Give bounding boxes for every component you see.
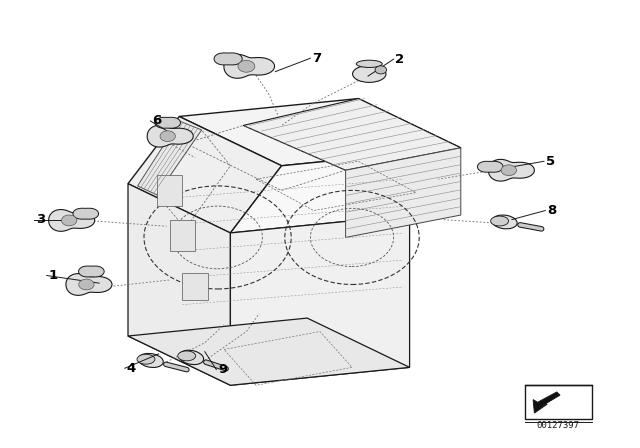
Polygon shape xyxy=(128,318,410,385)
Ellipse shape xyxy=(492,215,517,229)
Polygon shape xyxy=(79,266,104,277)
Ellipse shape xyxy=(137,354,155,364)
Polygon shape xyxy=(138,121,202,195)
Polygon shape xyxy=(73,208,99,219)
Polygon shape xyxy=(230,215,410,385)
Text: 4: 4 xyxy=(127,362,136,375)
Text: 3: 3 xyxy=(36,213,45,226)
Circle shape xyxy=(79,279,94,290)
Polygon shape xyxy=(477,161,503,172)
Bar xyxy=(157,175,182,206)
Polygon shape xyxy=(128,184,230,385)
Polygon shape xyxy=(488,159,534,181)
Polygon shape xyxy=(230,148,461,233)
Circle shape xyxy=(375,66,387,74)
Text: 8: 8 xyxy=(547,204,556,217)
Polygon shape xyxy=(533,392,560,413)
Polygon shape xyxy=(128,116,282,233)
Text: 7: 7 xyxy=(312,52,321,65)
Polygon shape xyxy=(66,274,112,295)
Bar xyxy=(525,385,592,419)
Circle shape xyxy=(160,131,175,142)
Text: 6: 6 xyxy=(152,114,161,128)
Polygon shape xyxy=(147,125,193,147)
Text: 9: 9 xyxy=(218,363,227,376)
Polygon shape xyxy=(49,210,95,231)
Ellipse shape xyxy=(179,350,204,365)
Ellipse shape xyxy=(491,216,509,226)
Polygon shape xyxy=(346,148,461,237)
Text: 2: 2 xyxy=(396,52,404,66)
Ellipse shape xyxy=(178,351,196,361)
Bar xyxy=(170,220,195,251)
Text: 1: 1 xyxy=(49,269,58,282)
Ellipse shape xyxy=(138,353,163,367)
Polygon shape xyxy=(214,53,242,65)
Bar xyxy=(182,273,208,300)
Circle shape xyxy=(61,215,77,226)
Circle shape xyxy=(238,60,255,72)
Polygon shape xyxy=(179,99,461,166)
Circle shape xyxy=(501,165,516,176)
Polygon shape xyxy=(243,99,461,170)
Polygon shape xyxy=(224,54,275,78)
Text: 00127397: 00127397 xyxy=(536,421,580,430)
Ellipse shape xyxy=(353,65,386,82)
Ellipse shape xyxy=(356,60,382,68)
Polygon shape xyxy=(155,117,180,128)
Text: 5: 5 xyxy=(546,155,555,168)
